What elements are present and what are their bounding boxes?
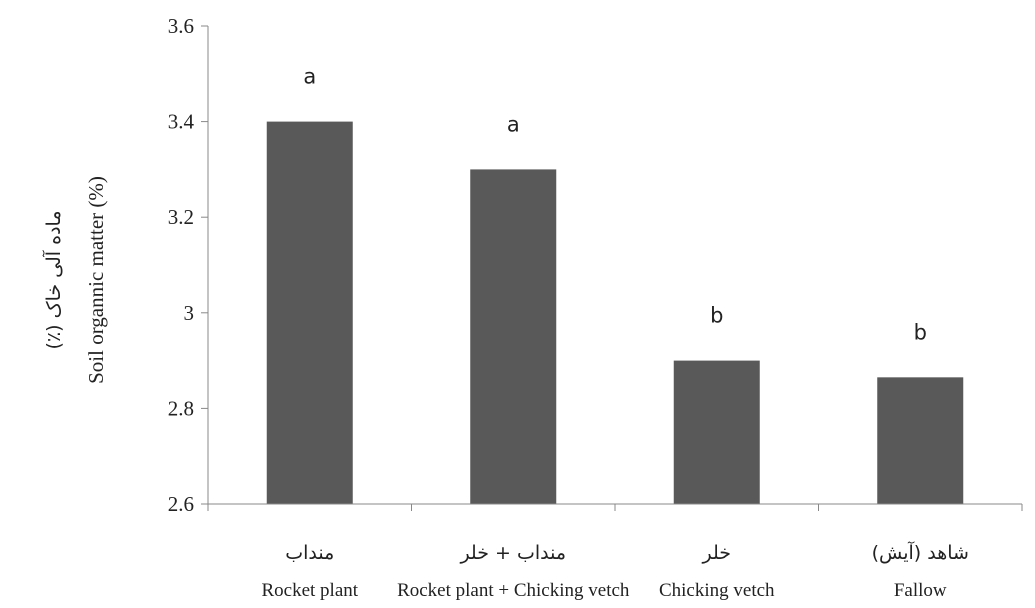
y-tick-label: 3.2 [168, 205, 194, 229]
significance-labels: a a b b [303, 65, 927, 345]
y-tick-label: 3 [184, 301, 195, 325]
y-tick-label: 2.8 [168, 396, 194, 420]
bar [877, 377, 964, 504]
x-tick-label-fa: شاهد (آیش) [872, 540, 969, 564]
y-tick-label: 3.4 [168, 110, 195, 134]
x-tick-label-en: Rocket plant [261, 580, 358, 601]
x-tick-label-fa: خلر [701, 542, 731, 564]
bar [470, 169, 557, 504]
y-tick-label: 2.6 [168, 492, 194, 516]
bar [266, 121, 353, 504]
significance-letter: a [303, 65, 316, 89]
x-tick-label-fa: منداب [285, 542, 334, 564]
significance-letter: a [507, 112, 520, 136]
x-tick-label-en: Fallow [894, 580, 947, 601]
bar [673, 360, 760, 504]
y-tick-label: 3.6 [168, 14, 194, 38]
y-axis: 2.6 2.8 3 3.2 3.4 3.6 [168, 14, 209, 516]
significance-letter: b [914, 320, 927, 344]
x-axis: منداب Rocket plant منداب + خلر Rocket plant… [207, 503, 1023, 601]
y-axis-title-fa: ماده آلی خاک (٪) [41, 211, 65, 350]
bars [266, 121, 964, 504]
x-tick-label-fa: منداب + خلر [459, 542, 566, 564]
y-axis-title: ماده آلی خاک (٪) Soil organnic matter (%) [41, 176, 108, 384]
x-tick-label-en: Chicking vetch [659, 580, 775, 601]
significance-letter: b [710, 304, 723, 328]
y-axis-title-en: Soil organnic matter (%) [84, 176, 108, 384]
x-tick-label-en: Rocket plant + Chicking vetch [397, 580, 630, 601]
